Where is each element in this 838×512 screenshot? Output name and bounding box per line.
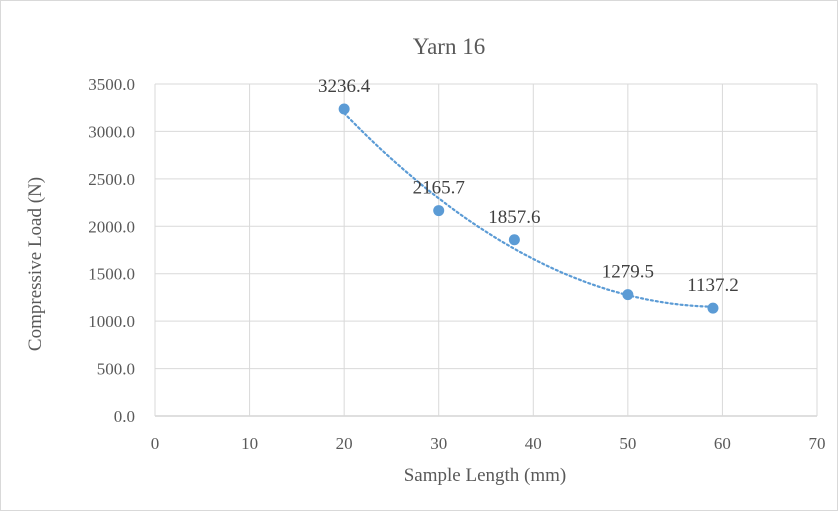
data-point (433, 205, 445, 217)
y-axis-title: Compressive Load (N) (25, 177, 46, 351)
x-axis-ticks: 0 10 20 30 40 50 60 70 (151, 434, 826, 453)
data-points (338, 103, 719, 314)
x-tick-label: 10 (241, 434, 258, 453)
x-tick-label: 40 (525, 434, 542, 453)
x-tick-label: 20 (336, 434, 353, 453)
x-tick-label: 30 (430, 434, 447, 453)
data-labels: 3236.4 2165.7 1857.6 1279.5 1137.2 (318, 76, 739, 296)
y-tick-label: 0.0 (114, 407, 135, 426)
y-tick-label: 3000.0 (88, 122, 135, 141)
y-tick-label: 1000.0 (88, 312, 135, 331)
data-point (508, 234, 520, 246)
y-tick-label: 500.0 (97, 360, 135, 379)
y-tick-label: 2000.0 (88, 217, 135, 236)
gridlines (154, 83, 818, 417)
y-tick-label: 2500.0 (88, 170, 135, 189)
data-label: 1137.2 (687, 275, 739, 296)
y-tick-label: 1500.0 (88, 265, 135, 284)
x-tick-label: 70 (809, 434, 826, 453)
y-tick-label: 3500.0 (88, 75, 135, 94)
data-label: 1857.6 (488, 207, 540, 228)
x-axis-title: Sample Length (mm) (404, 465, 567, 486)
data-point (338, 103, 350, 115)
x-tick-label: 0 (151, 434, 160, 453)
chart-title: Yarn 16 (413, 34, 485, 59)
y-axis-ticks: 0.0 500.0 1000.0 1500.0 2000.0 2500.0 3000.0 35… (88, 75, 135, 426)
trendline (343, 112, 715, 308)
data-point (707, 302, 719, 314)
data-label: 1279.5 (602, 262, 654, 283)
data-label: 2165.7 (413, 178, 465, 199)
data-label: 3236.4 (318, 76, 371, 97)
x-tick-label: 50 (619, 434, 636, 453)
data-point (622, 289, 634, 301)
x-tick-label: 60 (714, 434, 731, 453)
